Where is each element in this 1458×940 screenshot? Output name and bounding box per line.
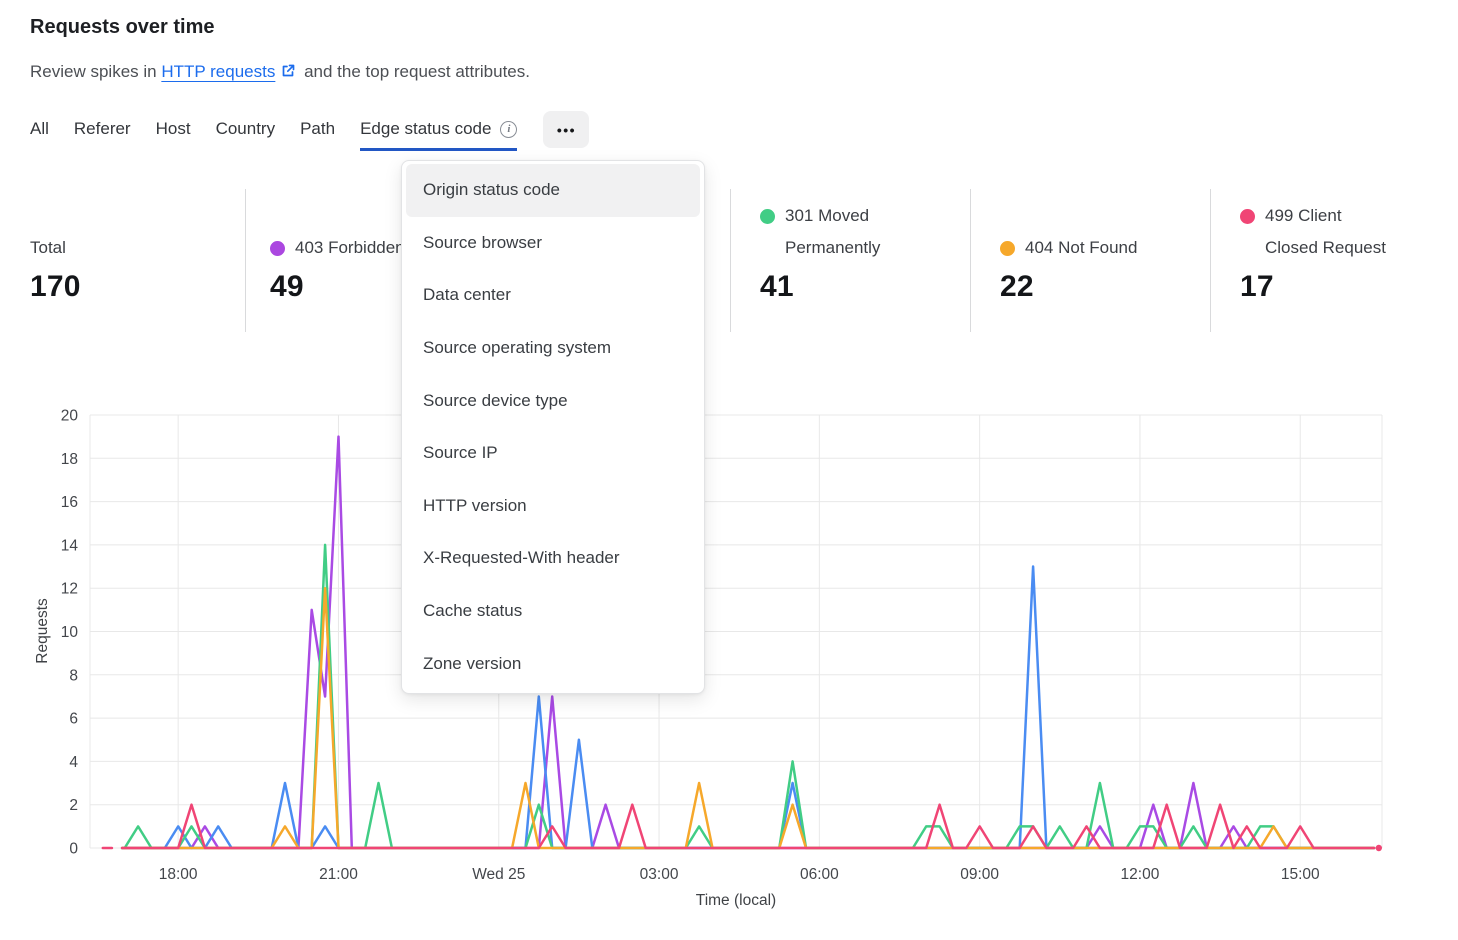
x-axis-tick-label: 03:00 <box>640 866 679 883</box>
menu-item-source-device-type[interactable]: Source device type <box>423 390 568 410</box>
series-line-403 <box>120 435 1376 850</box>
y-axis-tick-label: 0 <box>69 841 78 858</box>
menu-item-origin-status-code[interactable]: Origin status code <box>406 164 700 217</box>
requests-over-time-chart[interactable]: 0 2 4 6 8 10 12 14 16 18 20 18:00 21:00 Wed 25 03:00 06… <box>0 390 1458 940</box>
x-axis-tick-label: 18:00 <box>159 866 198 883</box>
stat-total: Total 170 <box>30 202 245 304</box>
external-link-icon <box>280 63 296 84</box>
stat-total-label: Total <box>30 238 66 257</box>
menu-item-x-requested-with-header[interactable]: X-Requested-With header <box>423 548 620 568</box>
stat-499-value: 17 <box>1240 270 1274 303</box>
attribute-dropdown-menu: Origin status code Source browser Data c… <box>401 160 705 694</box>
stat-403-label: 403 Forbidden <box>295 238 405 257</box>
page-subtitle: Review spikes in HTTP requests and the t… <box>30 62 530 84</box>
tab-path[interactable]: Path <box>300 119 336 138</box>
series-line-unlabeled <box>120 565 1376 850</box>
stat-404-label: 404 Not Found <box>1025 238 1138 257</box>
x-axis-tick-label: 09:00 <box>960 866 999 883</box>
menu-item-data-center[interactable]: Data center <box>423 285 511 305</box>
tab-all[interactable]: All <box>30 119 49 138</box>
stat-301-value: 41 <box>760 270 794 303</box>
stat-403-forbidden: 403 Forbidden 49 <box>270 202 485 304</box>
menu-item-source-ip[interactable]: Source IP <box>423 443 498 463</box>
ellipsis-icon: ••• <box>556 121 577 138</box>
stat-499-label: 499 Client Closed Request <box>1265 206 1386 257</box>
subtitle-suffix: and the top request attributes. <box>304 62 530 81</box>
y-axis-tick-label: 8 <box>69 667 78 684</box>
stat-403-value: 49 <box>270 270 304 303</box>
x-axis-tick-label: 12:00 <box>1121 866 1160 883</box>
legend-dot-301 <box>760 209 775 224</box>
stat-divider <box>730 189 731 332</box>
x-axis-tick-label: Wed 25 <box>472 866 525 883</box>
y-axis-tick-label: 14 <box>61 537 79 554</box>
y-axis-tick-label: 16 <box>61 494 78 511</box>
page-title: Requests over time <box>30 16 215 38</box>
legend-dot-403 <box>270 241 285 256</box>
tab-country[interactable]: Country <box>215 119 276 138</box>
x-axis-tick-label: 15:00 <box>1281 866 1320 883</box>
series-line-301 <box>120 543 1376 850</box>
more-tabs-button[interactable]: ••• <box>543 111 590 148</box>
x-axis-tick-label: 06:00 <box>800 866 839 883</box>
menu-item-cache-status[interactable]: Cache status <box>423 601 523 621</box>
y-axis-tick-label: 6 <box>69 711 78 728</box>
menu-item-source-browser[interactable]: Source browser <box>423 232 543 252</box>
tab-referer[interactable]: Referer <box>73 119 131 138</box>
y-axis-tick-label: 18 <box>61 451 78 468</box>
legend-dot-404 <box>1000 241 1015 256</box>
stat-divider <box>245 189 246 332</box>
menu-item-http-version[interactable]: HTTP version <box>423 495 527 515</box>
attribute-tabs: All Referer Host Country Path Edge statu… <box>30 111 590 151</box>
y-axis-tick-label: 4 <box>69 754 78 771</box>
tab-host[interactable]: Host <box>155 119 191 138</box>
stat-301-label: 301 Moved Permanently <box>785 206 881 257</box>
y-axis-tick-label: 2 <box>69 797 78 814</box>
stat-301-moved-permanently: 301 Moved Permanently 41 <box>760 202 975 304</box>
tab-edge-status-code[interactable]: Edge status code i <box>360 119 518 151</box>
series-line-499 <box>120 803 1376 850</box>
stat-total-value: 170 <box>30 270 81 303</box>
stat-divider <box>970 189 971 332</box>
stat-404-not-found: 404 Not Found 22 <box>1000 202 1215 304</box>
y-axis-tick-label: 10 <box>61 624 79 641</box>
stat-499-client-closed-request: 499 Client Closed Request 17 <box>1240 202 1455 304</box>
series-end-dot <box>1375 844 1382 852</box>
legend-dot-499 <box>1240 209 1255 224</box>
menu-item-zone-version[interactable]: Zone version <box>423 653 522 673</box>
menu-item-source-operating-system[interactable]: Source operating system <box>423 338 612 358</box>
y-axis-tick-label: 20 <box>61 408 79 425</box>
subtitle-prefix: Review spikes in <box>30 62 157 81</box>
info-icon[interactable]: i <box>500 120 518 138</box>
y-axis-title: Requests <box>34 598 51 664</box>
stat-divider <box>1210 189 1211 332</box>
http-requests-link[interactable]: HTTP requests <box>161 62 276 81</box>
y-axis-tick-label: 12 <box>61 581 78 598</box>
x-axis-tick-label: 21:00 <box>319 866 358 883</box>
x-axis-title: Time (local) <box>696 892 776 909</box>
tab-edge-status-code-label: Edge status code <box>360 119 492 138</box>
stat-404-value: 22 <box>1000 270 1034 303</box>
